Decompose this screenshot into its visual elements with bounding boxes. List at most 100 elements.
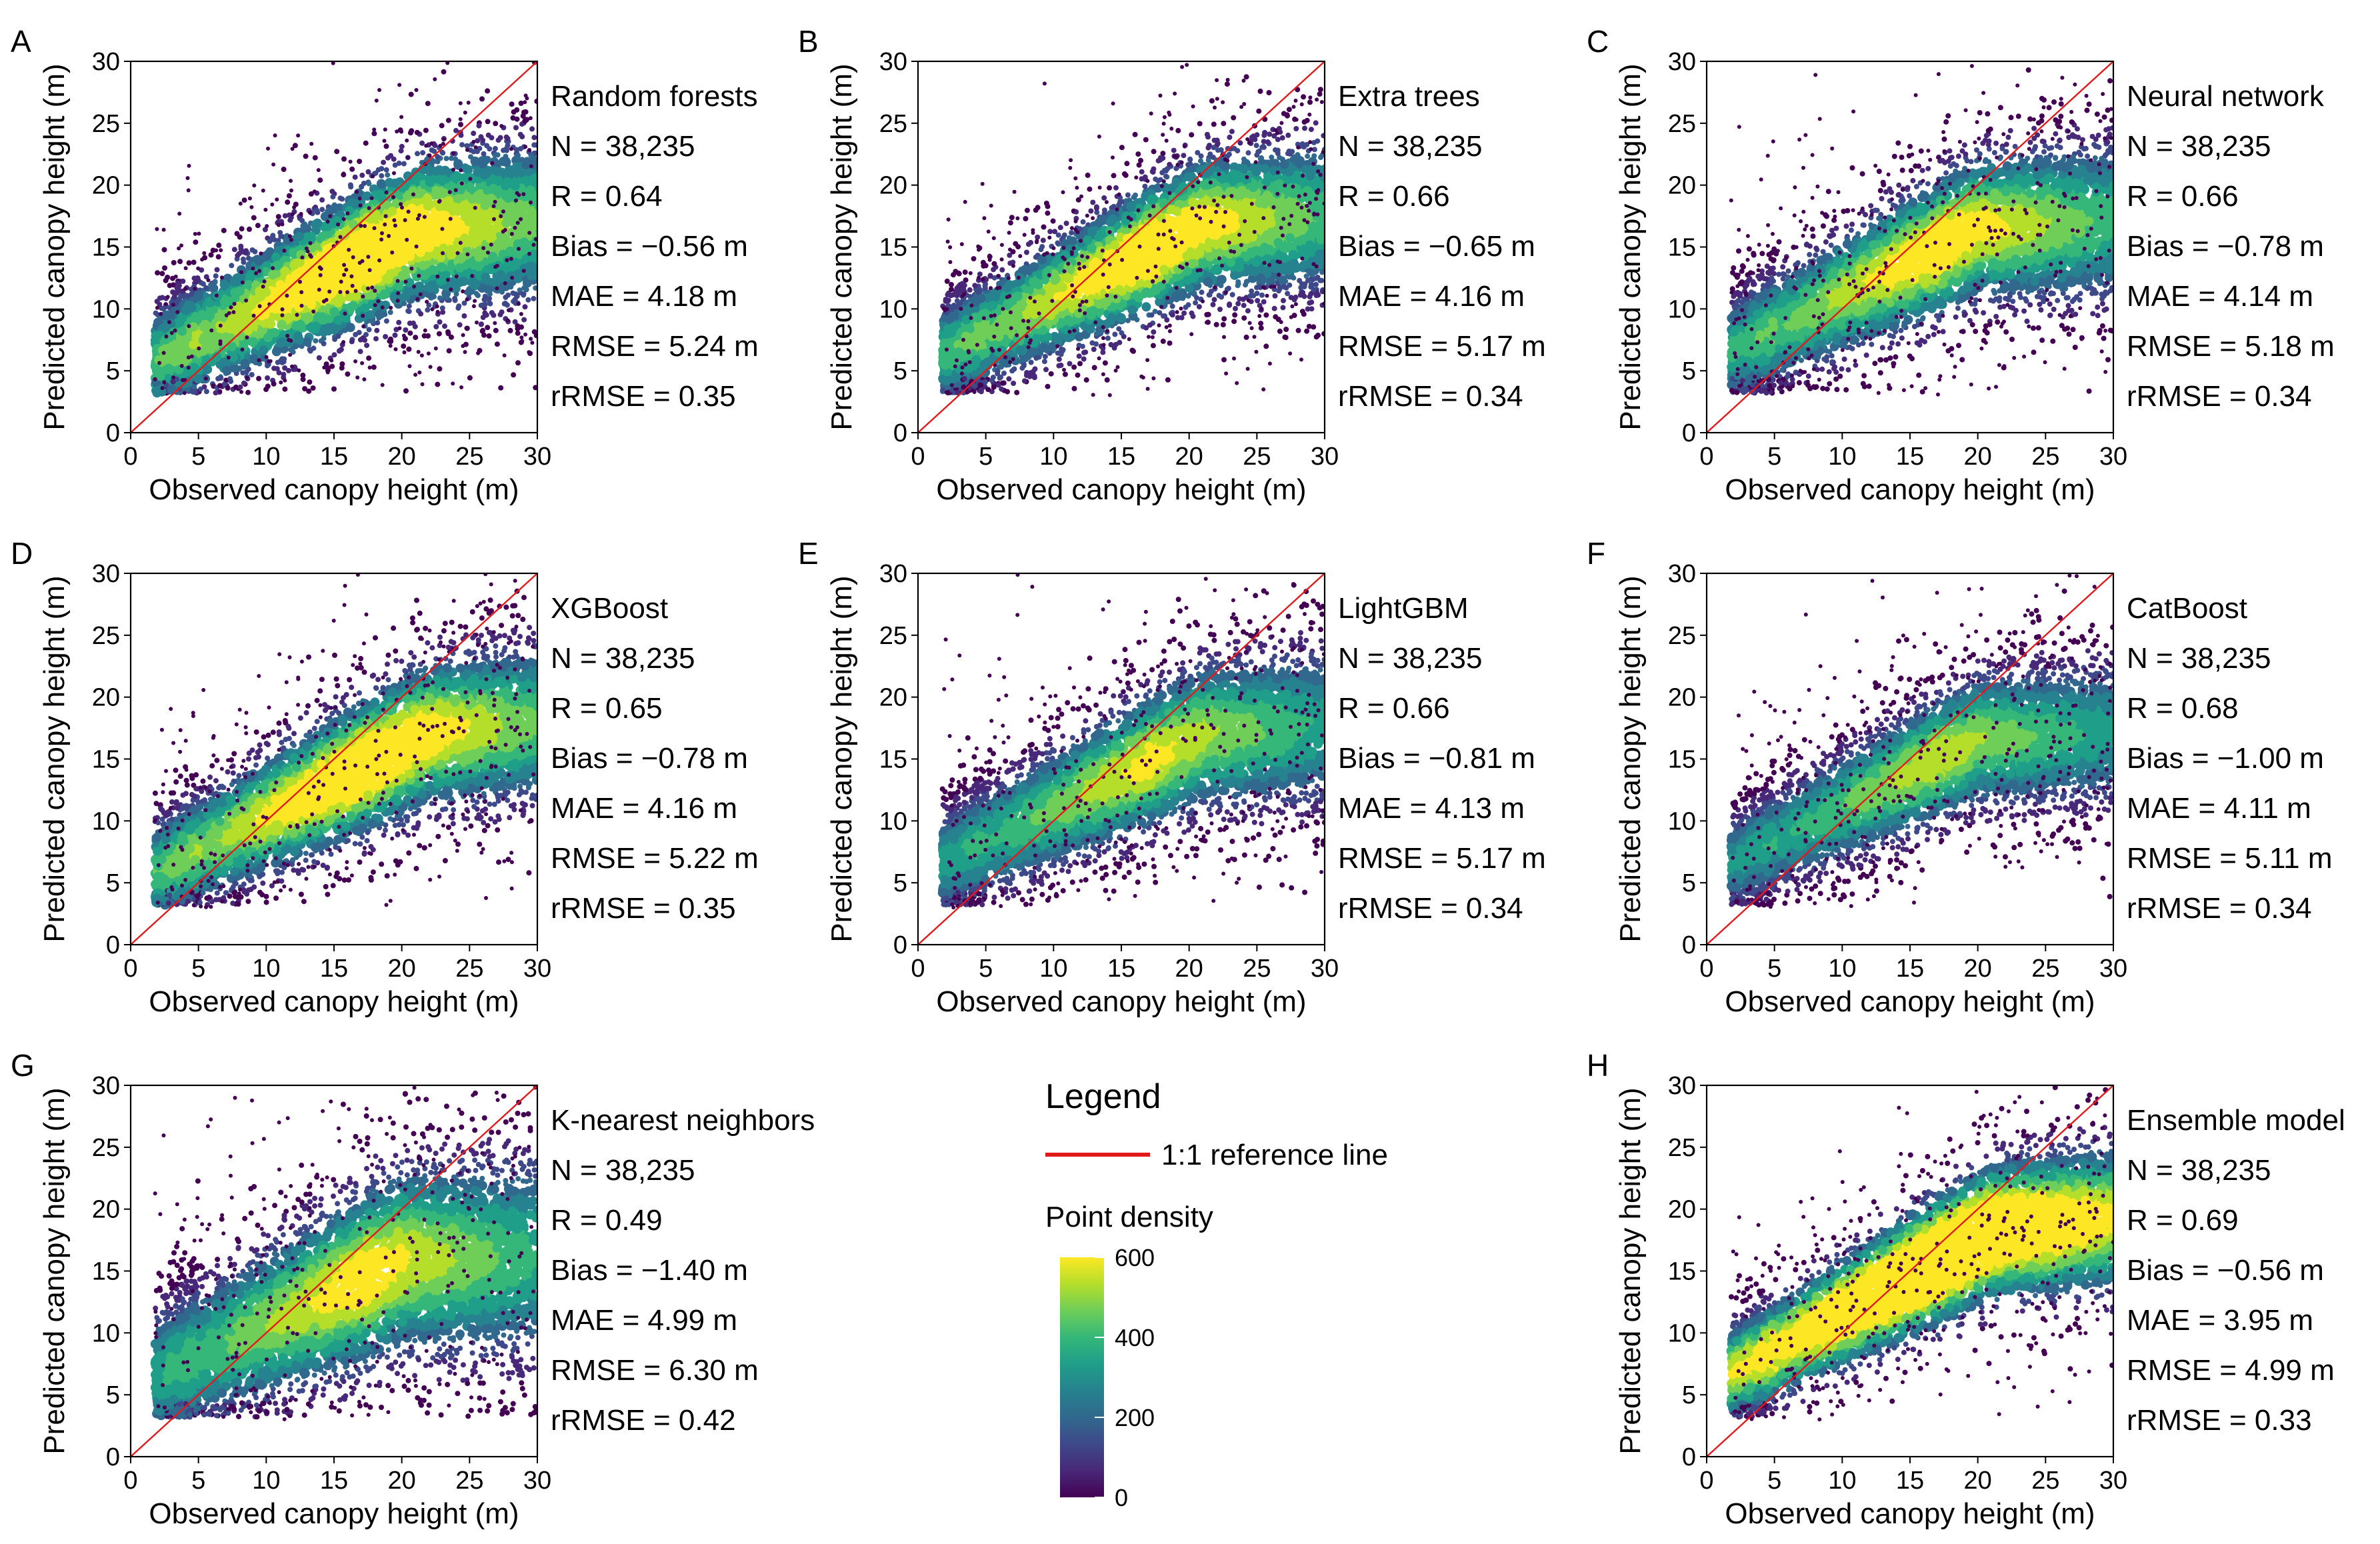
y-tick-label: 20 [879,172,907,200]
stat-rmse: RMSE = 5.11 m [2127,842,2333,875]
colorbar [1060,1257,1104,1497]
stat-rmse: RMSE = 5.17 m [1338,330,1546,363]
stat-r: R = 0.68 [2127,692,2239,725]
x-tick-label: 15 [320,443,348,471]
x-tick-label: 25 [455,955,483,983]
model-name: K-nearest neighbors [551,1104,815,1137]
y-tick-label: 0 [1682,931,1696,959]
y-tick-label: 30 [92,560,120,588]
stat-mae: MAE = 4.13 m [1338,792,1525,825]
x-axis-label: Observed canopy height (m) [1725,1497,2095,1530]
stat-r: R = 0.64 [551,180,663,213]
stat-r: R = 0.65 [551,692,663,725]
y-tick-label: 0 [893,419,907,447]
x-tick-label: 20 [388,955,416,983]
legend-title: Legend [1045,1077,1161,1116]
x-tick-label: 5 [1767,443,1781,471]
x-tick-label: 5 [1767,955,1781,983]
x-tick-label: 30 [523,443,551,471]
x-axis-label: Observed canopy height (m) [149,1497,519,1530]
x-tick-label: 30 [2099,955,2127,983]
x-tick-label: 15 [1896,955,1924,983]
x-axis-label: Observed canopy height (m) [1725,473,2095,506]
x-tick-label: 0 [911,955,925,983]
stat-n: N = 38,235 [2127,130,2271,163]
x-tick-label: 5 [1767,1467,1781,1495]
y-tick-label: 20 [879,684,907,712]
y-tick-label: 10 [92,807,120,835]
stat-rrmse: rRMSE = 0.34 [1338,380,1523,413]
stat-r: R = 0.49 [551,1204,663,1237]
x-tick-label: 20 [1175,443,1203,471]
x-tick-label: 15 [1896,443,1924,471]
panel-letter: A [11,24,31,59]
y-tick-label: 5 [106,357,120,385]
reference-line [917,573,1325,945]
x-axis-label: Observed canopy height (m) [1725,985,2095,1018]
y-tick-label: 5 [1682,869,1696,897]
stat-bias: Bias = −0.56 m [551,230,748,263]
y-axis-label: Predicted canopy height (m) [1614,1087,1647,1454]
x-tick-label: 10 [1828,955,1856,983]
y-tick-label: 20 [1668,172,1696,200]
stat-r: R = 0.66 [2127,180,2239,213]
x-tick-label: 30 [2099,1467,2127,1495]
y-tick-label: 30 [92,48,120,76]
x-tick-label: 15 [320,1467,348,1495]
stat-bias: Bias = −1.00 m [2127,742,2324,775]
x-tick-label: 25 [2031,955,2059,983]
y-tick-label: 25 [879,622,907,650]
y-axis-label: Predicted canopy height (m) [825,575,858,942]
y-tick-label: 30 [1668,560,1696,588]
stat-rmse: RMSE = 5.17 m [1338,842,1546,875]
stat-rrmse: rRMSE = 0.42 [551,1404,736,1437]
scatter-points [1726,573,2113,909]
stat-rrmse: rRMSE = 0.34 [1338,892,1523,925]
reference-line [1706,573,2114,945]
x-tick-label: 5 [979,443,993,471]
y-tick-label: 15 [1668,234,1696,262]
stat-rmse: RMSE = 5.18 m [2127,330,2335,363]
x-tick-label: 30 [523,955,551,983]
stat-rrmse: rRMSE = 0.34 [2127,380,2312,413]
stat-r: R = 0.66 [1338,692,1450,725]
colorbar-ticks: 600 400 200 0 [1095,1244,1155,1511]
y-tick-label: 15 [92,1258,120,1286]
stat-n: N = 38,235 [1338,130,1483,163]
x-axis-label: Observed canopy height (m) [149,985,519,1018]
panel-letter: D [11,536,33,571]
stat-n: N = 38,235 [1338,642,1483,675]
y-tick-label: 15 [92,234,120,262]
y-tick-label: 0 [893,931,907,959]
x-tick-label: 10 [1039,443,1067,471]
x-tick-label: 5 [191,1467,205,1495]
y-tick-label: 5 [106,869,120,897]
x-tick-label: 30 [523,1467,551,1495]
y-axis-label: Predicted canopy height (m) [1614,575,1647,942]
y-axis-label: Predicted canopy height (m) [1614,63,1647,430]
x-tick-label: 25 [455,1467,483,1495]
stat-bias: Bias = −0.81 m [1338,742,1535,775]
stat-rmse: RMSE = 6.30 m [551,1354,759,1387]
x-tick-label: 15 [1896,1467,1924,1495]
y-tick-label: 5 [893,357,907,385]
panel-letter: C [1587,24,1609,59]
y-axis-label: Predicted canopy height (m) [825,63,858,430]
stat-rmse: RMSE = 5.22 m [551,842,759,875]
y-tick-label: 20 [92,1196,120,1224]
x-tick-label: 0 [123,955,137,983]
model-name: LightGBM [1338,592,1469,625]
x-tick-label: 20 [388,1467,416,1495]
stat-rrmse: rRMSE = 0.33 [2127,1404,2312,1437]
stat-rrmse: rRMSE = 0.34 [2127,892,2312,925]
y-tick-label: 10 [879,295,907,323]
x-tick-label: 25 [455,443,483,471]
y-tick-label: 0 [106,931,120,959]
stat-bias: Bias = −1.40 m [551,1254,748,1287]
y-tick-label: 10 [92,295,120,323]
